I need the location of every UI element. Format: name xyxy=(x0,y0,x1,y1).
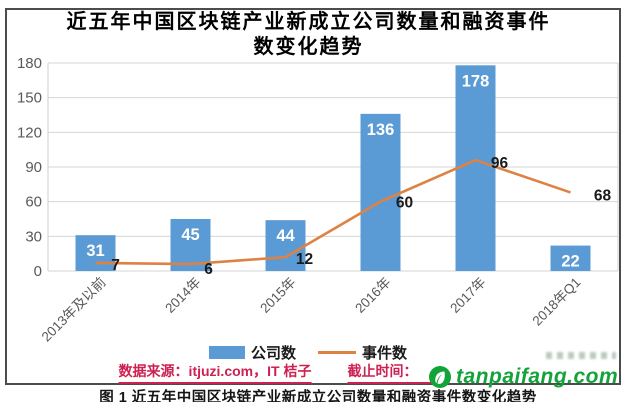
x-axis-category-label: 2017年 xyxy=(447,275,488,316)
bar-value-label: 136 xyxy=(367,121,395,139)
bar-公司数 xyxy=(455,65,496,271)
chart-legend: 公司数 事件数 xyxy=(208,342,408,363)
figure-frame xyxy=(5,8,621,385)
figure-caption: 图 1 近五年中国区块链产业新成立公司数量和融资事件数变化趋势 xyxy=(99,390,537,402)
bar-value-label: 45 xyxy=(181,226,199,244)
chart-title: 近五年中国区块链产业新成立公司数量和融资事件 数变化趋势 xyxy=(0,10,617,60)
watermark-smudge xyxy=(546,352,616,359)
legend-bar-swatch xyxy=(208,346,245,359)
legend-label-companies: 公司数 xyxy=(250,345,296,362)
line-value-label: 12 xyxy=(296,251,313,268)
bar-公司数 xyxy=(75,235,116,271)
y-axis-tick-label: 180 xyxy=(17,55,42,72)
cutoff-time-text: 截止时间： xyxy=(347,361,444,384)
line-value-label: 96 xyxy=(491,155,509,172)
bar-value-label: 44 xyxy=(276,227,295,245)
bar-公司数 xyxy=(265,220,306,271)
leaf-globe-icon xyxy=(429,366,451,388)
bar-公司数 xyxy=(360,113,401,271)
chart-title-line1: 近五年中国区块链产业新成立公司数量和融资事件 xyxy=(66,11,551,33)
line-事件数 xyxy=(95,158,571,266)
x-axis-category-label: 2013年及以前 xyxy=(38,274,109,345)
legend-label-events: 事件数 xyxy=(362,345,408,362)
x-axis-category-label: 2014年 xyxy=(162,275,203,316)
source-note: 数据来源：itjuzi.com，IT 桔子 截止时间： xyxy=(118,361,444,384)
line-value-label: 68 xyxy=(594,187,612,204)
x-axis-category-label: 2016年 xyxy=(352,275,393,316)
y-axis-tick-label: 30 xyxy=(25,228,42,245)
chart-title-line2: 数变化趋势 xyxy=(253,36,364,58)
bar-公司数 xyxy=(550,245,591,271)
bar-value-label: 178 xyxy=(462,72,490,90)
bar-value-label: 31 xyxy=(86,242,104,260)
legend-line-swatch xyxy=(318,351,356,354)
data-source-text: 数据来源：itjuzi.com，IT 桔子 xyxy=(118,361,312,384)
line-value-label: 7 xyxy=(111,257,120,274)
y-axis-tick-label: 60 xyxy=(25,194,42,211)
y-axis-tick-label: 150 xyxy=(17,90,42,107)
site-watermark: tanpaifang.com xyxy=(428,365,618,389)
x-axis-category-label: 2018年Q1 xyxy=(529,275,583,329)
watermark-text: tanpaifang.com xyxy=(456,365,619,388)
y-axis-tick-label: 120 xyxy=(17,124,42,141)
line-value-label: 60 xyxy=(396,195,413,212)
bar-value-label: 22 xyxy=(561,253,579,271)
line-value-label: 6 xyxy=(204,261,213,278)
y-axis-tick-label: 0 xyxy=(34,263,42,280)
x-axis-category-label: 2015年 xyxy=(257,275,298,316)
y-axis-tick-label: 90 xyxy=(25,159,42,176)
